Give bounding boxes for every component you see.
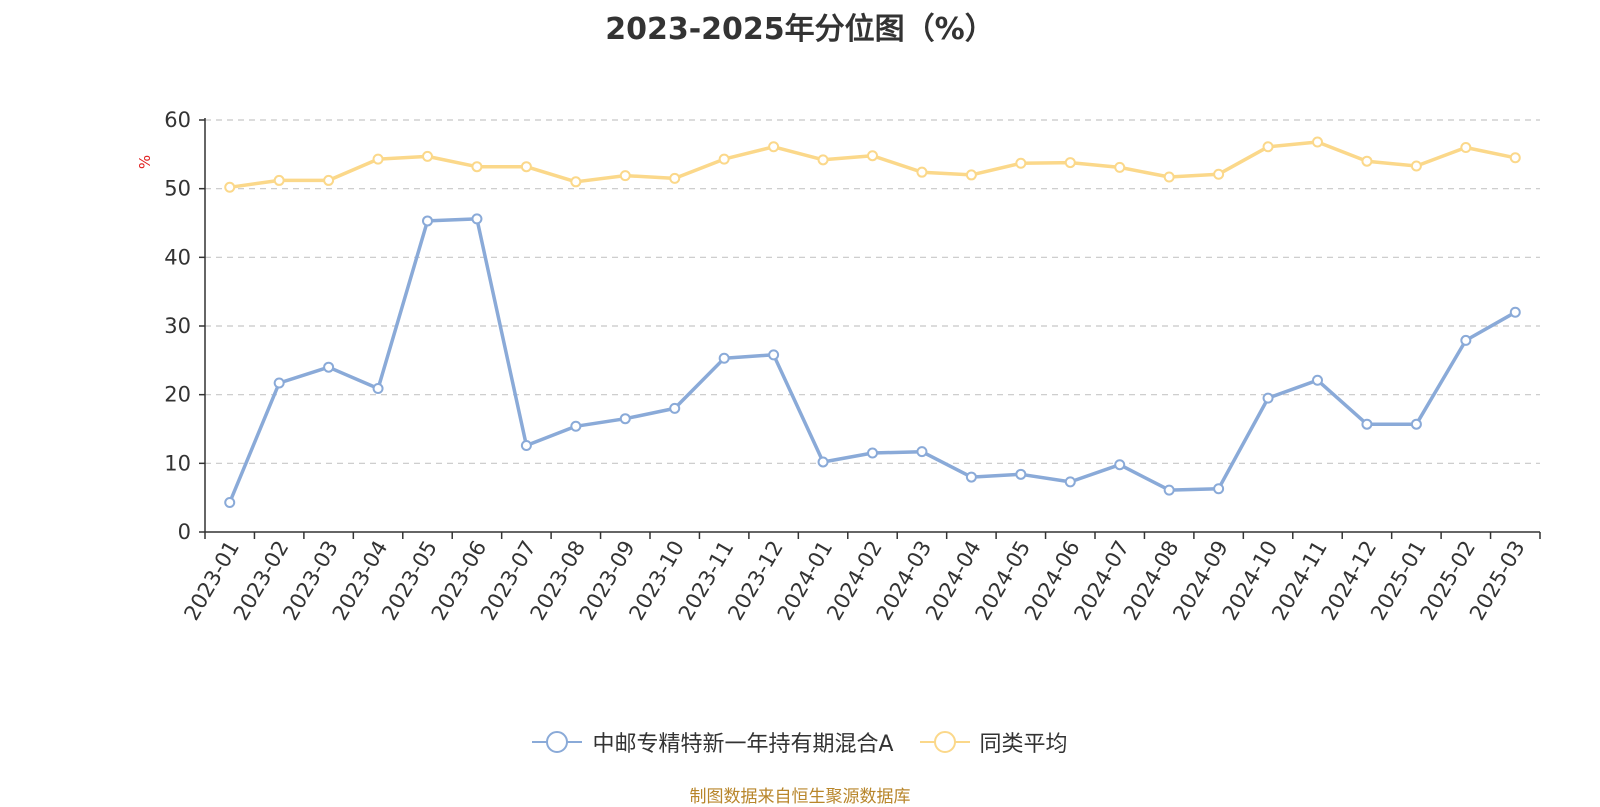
- legend-label-fund: 中邮专精特新一年持有期混合A: [592, 732, 894, 757]
- data-point-series-1[interactable]: [224, 181, 236, 193]
- data-point-series-1[interactable]: [1064, 157, 1076, 169]
- data-point-series-1[interactable]: [1213, 168, 1225, 180]
- data-point-series-1[interactable]: [323, 174, 335, 186]
- data-point-series-1[interactable]: [520, 161, 532, 173]
- data-point-series-0[interactable]: [1213, 483, 1225, 495]
- legend-swatch-average-icon: [919, 731, 970, 753]
- data-point-series-0[interactable]: [965, 471, 977, 483]
- series-line-0: [228, 217, 1517, 504]
- data-point-series-0[interactable]: [1312, 374, 1323, 386]
- data-point-series-0[interactable]: [817, 456, 829, 468]
- legend-item-average[interactable]: 同类平均: [919, 726, 1068, 758]
- data-point-series-0[interactable]: [1015, 468, 1027, 480]
- y-tick-label: 0: [178, 520, 191, 544]
- data-point-series-0[interactable]: [224, 496, 236, 508]
- data-point-series-0[interactable]: [669, 402, 681, 414]
- data-point-series-1[interactable]: [422, 150, 433, 162]
- data-point-series-1[interactable]: [965, 169, 977, 181]
- source-note: 制图数据来自恒生聚源数据库: [689, 787, 911, 807]
- data-point-series-1[interactable]: [669, 172, 681, 184]
- data-point-series-1[interactable]: [1114, 161, 1126, 173]
- data-point-series-0[interactable]: [1460, 334, 1472, 346]
- y-tick-label: 50: [164, 177, 191, 201]
- data-point-series-0[interactable]: [422, 215, 433, 227]
- data-point-series-0[interactable]: [1163, 484, 1175, 496]
- data-point-series-1[interactable]: [471, 161, 483, 173]
- series-layer: [224, 136, 1521, 508]
- data-point-series-0[interactable]: [1509, 306, 1521, 318]
- data-point-series-0[interactable]: [570, 420, 582, 432]
- data-point-series-1[interactable]: [916, 166, 928, 178]
- data-point-series-0[interactable]: [1262, 392, 1274, 404]
- legend-item-fund[interactable]: 中邮专精特新一年持有期混合A: [532, 726, 894, 758]
- data-point-series-0[interactable]: [768, 349, 780, 361]
- legend-label-average: 同类平均: [979, 732, 1068, 757]
- data-point-series-0[interactable]: [1361, 418, 1373, 430]
- data-point-series-0[interactable]: [1064, 476, 1076, 488]
- legend: 中邮专精特新一年持有期混合A 同类平均: [0, 722, 1600, 762]
- data-point-series-0[interactable]: [1114, 459, 1126, 471]
- y-tick-label: 60: [164, 108, 191, 132]
- y-tick-label: 10: [164, 451, 191, 475]
- data-point-series-0[interactable]: [520, 439, 532, 451]
- data-point-series-1[interactable]: [619, 170, 631, 182]
- data-point-series-1[interactable]: [1312, 136, 1323, 148]
- data-point-series-1[interactable]: [273, 174, 285, 186]
- y-tick-label: 20: [164, 383, 191, 407]
- data-point-series-1[interactable]: [570, 176, 582, 188]
- data-point-series-1[interactable]: [768, 141, 780, 153]
- data-point-series-1[interactable]: [1163, 171, 1175, 183]
- data-point-series-0[interactable]: [323, 361, 335, 373]
- gridlines: [205, 119, 1540, 464]
- data-point-series-0[interactable]: [273, 377, 285, 389]
- data-point-series-1[interactable]: [1460, 141, 1472, 153]
- data-point-series-1[interactable]: [1262, 141, 1274, 153]
- data-point-series-0[interactable]: [718, 352, 730, 364]
- data-point-series-1[interactable]: [1509, 152, 1521, 164]
- data-point-series-1[interactable]: [867, 150, 878, 162]
- axes: 01020304050602023-012023-022023-032023-0…: [164, 108, 1541, 624]
- chart-title: 2023-2025年分位图（%）: [605, 12, 995, 47]
- data-point-series-1[interactable]: [718, 153, 730, 165]
- y-tick-label: 40: [164, 245, 191, 269]
- data-point-series-1[interactable]: [817, 154, 829, 166]
- data-point-series-1[interactable]: [372, 153, 384, 165]
- data-point-series-1[interactable]: [1015, 157, 1027, 169]
- data-point-series-0[interactable]: [1410, 418, 1422, 430]
- data-point-series-0[interactable]: [867, 447, 878, 459]
- data-point-series-0[interactable]: [372, 382, 384, 394]
- data-point-series-1[interactable]: [1361, 155, 1373, 167]
- data-point-series-0[interactable]: [619, 413, 631, 425]
- data-point-series-0[interactable]: [471, 213, 483, 225]
- legend-swatch-fund-icon: [532, 731, 583, 753]
- series-line-1: [229, 140, 1516, 190]
- y-tick-label: 30: [164, 314, 191, 338]
- data-point-series-1[interactable]: [1410, 160, 1422, 172]
- chart-plot: 01020304050602023-012023-022023-032023-0…: [136, 108, 1541, 624]
- y-axis-label: %: [136, 155, 154, 169]
- data-point-series-0[interactable]: [916, 446, 928, 458]
